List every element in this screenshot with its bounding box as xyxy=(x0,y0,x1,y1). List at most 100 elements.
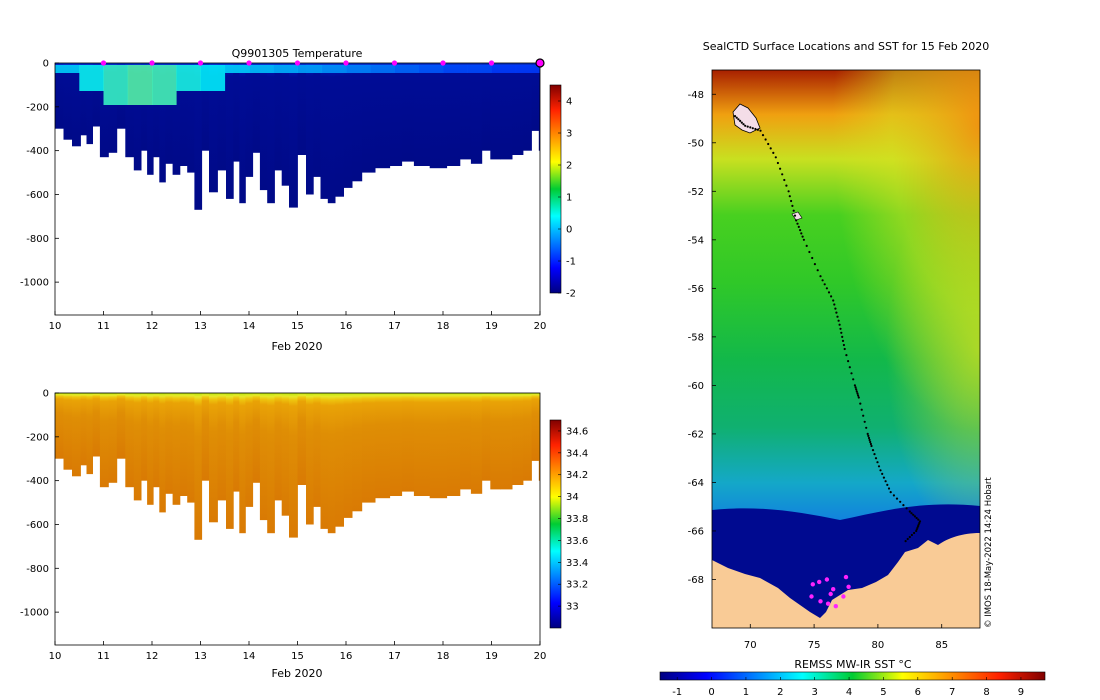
track-point xyxy=(877,465,881,468)
track-point xyxy=(788,195,791,198)
profile-column xyxy=(116,393,126,459)
y-tick-label: -1000 xyxy=(20,608,49,619)
profile-column xyxy=(389,393,403,496)
track-point xyxy=(805,244,808,247)
surface-cell xyxy=(224,65,250,73)
surface-location xyxy=(824,577,830,582)
profile-column xyxy=(289,393,298,538)
surface-location xyxy=(810,582,815,587)
x-tick-label: 20 xyxy=(534,651,547,662)
profile-column xyxy=(125,393,135,488)
track-point xyxy=(772,151,775,154)
colorbar-tick-label: 34 xyxy=(566,492,579,503)
profile-column xyxy=(470,393,483,494)
profile-column xyxy=(297,63,307,155)
track-point xyxy=(902,504,905,507)
profile-column xyxy=(153,393,160,488)
map-y-tick-label: -60 xyxy=(688,381,704,392)
surface-cell xyxy=(515,65,540,73)
track-point xyxy=(859,402,862,405)
surface-cell xyxy=(394,65,420,73)
track-point xyxy=(837,319,840,322)
profile-marker xyxy=(440,60,446,66)
surface-cell xyxy=(321,65,347,73)
profile-column xyxy=(201,393,210,481)
track-point xyxy=(761,134,765,137)
temperature-title: Q9901305 Temperature xyxy=(232,47,363,60)
track-point xyxy=(879,469,882,472)
surface-locations xyxy=(809,574,851,609)
salinity-axes: 0 -200 -400 -600 -800 -1000 10 11 12 13 14 15 16 17 18… xyxy=(20,389,546,663)
map-x-tick-label: 75 xyxy=(808,640,821,651)
x-tick-label: 14 xyxy=(243,651,256,662)
profile-column xyxy=(460,393,472,490)
profile-column xyxy=(259,63,268,191)
surface-cell xyxy=(443,65,468,73)
track-point xyxy=(854,386,857,389)
profile-column xyxy=(194,393,203,540)
track-point xyxy=(785,184,788,187)
profile-column xyxy=(226,63,234,199)
track-point xyxy=(841,339,845,342)
map-colorbar-tick-label: 4 xyxy=(846,687,852,698)
profile-column xyxy=(313,393,321,507)
map-x-tick-label: 70 xyxy=(744,640,757,651)
profile-column xyxy=(187,63,195,173)
temperature-axes: 0 -200 -400 -600 -800 -1000 10 11 12 13 14 15 16 17 18… xyxy=(20,59,546,333)
profile-column xyxy=(523,63,532,151)
profile-column xyxy=(401,393,415,492)
surface-location xyxy=(828,591,833,597)
x-tick-label: 10 xyxy=(49,321,62,332)
surface-cell xyxy=(370,65,395,73)
map-colorbar-ticks: -1 0 1 2 3 4 5 6 7 8 9 xyxy=(672,677,1024,698)
track-point xyxy=(865,426,868,429)
surface-cell xyxy=(249,65,274,73)
track-point xyxy=(791,204,794,207)
track-point xyxy=(886,483,889,486)
profile-column xyxy=(327,393,336,534)
track-point xyxy=(842,343,846,347)
track-point xyxy=(843,347,846,351)
seal-track xyxy=(733,115,922,543)
profile-column xyxy=(239,63,246,204)
track-point xyxy=(845,354,848,357)
surface-location xyxy=(825,601,831,606)
colorbar-tick-label: 33.4 xyxy=(566,558,588,569)
surface-location xyxy=(843,574,849,580)
temperature-xlabel: Feb 2020 xyxy=(272,340,323,353)
y-tick-label: -600 xyxy=(26,190,49,201)
profile-column xyxy=(306,393,314,525)
profile-column xyxy=(63,393,73,470)
track-point xyxy=(756,128,760,131)
track-point xyxy=(905,507,908,510)
track-point xyxy=(906,537,909,541)
track-point xyxy=(869,442,873,446)
profile-column xyxy=(226,393,234,529)
profile-column xyxy=(259,393,268,521)
x-tick-label: 17 xyxy=(388,651,401,662)
profile-column xyxy=(352,63,363,182)
profile-column xyxy=(531,393,540,461)
track-point xyxy=(836,315,839,318)
track-point xyxy=(892,494,896,497)
track-point xyxy=(744,124,747,127)
track-point xyxy=(830,295,833,298)
profile-column xyxy=(267,63,275,204)
map-y-tick-label: -68 xyxy=(688,575,704,586)
y-tick-label: -400 xyxy=(26,476,49,487)
profile-column xyxy=(194,63,203,210)
track-point xyxy=(764,138,767,141)
track-point xyxy=(801,235,804,238)
track-point xyxy=(795,219,798,222)
profile-marker xyxy=(535,58,545,68)
profile-column xyxy=(335,393,344,527)
map-colorbar-tick-label: 9 xyxy=(1018,687,1024,698)
track-point xyxy=(866,432,869,435)
profile-column xyxy=(159,63,166,183)
profile-column xyxy=(80,393,87,466)
profile-column xyxy=(446,63,461,166)
map-y-tick-label: -52 xyxy=(688,187,704,198)
track-point xyxy=(873,453,876,456)
y-tick-label: 0 xyxy=(43,389,49,400)
profile-column xyxy=(490,63,501,160)
